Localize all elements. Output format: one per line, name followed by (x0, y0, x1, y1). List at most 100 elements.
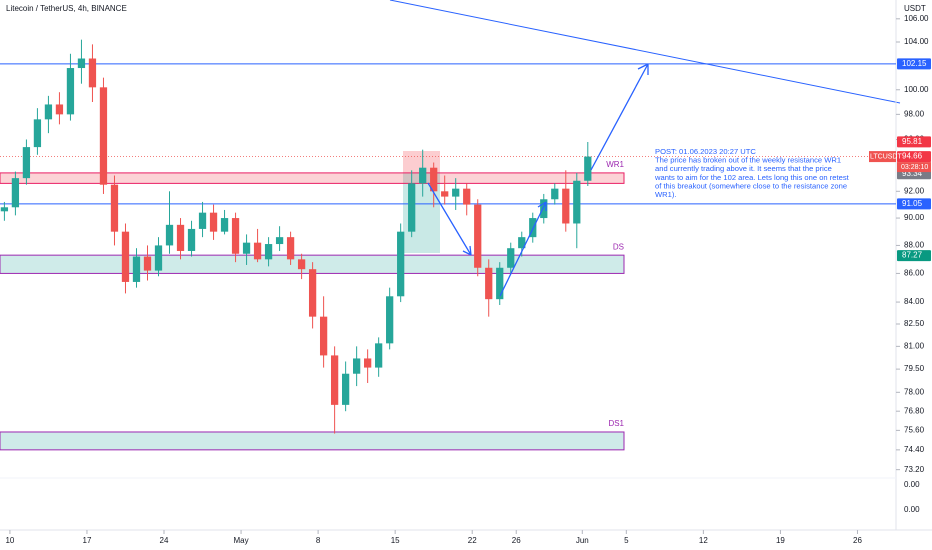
price-label: 91.05 (902, 199, 923, 208)
note-line: and currently trading above it. It seems… (655, 164, 832, 173)
candle-body (297, 259, 306, 270)
y-tick-label: 104.00 (904, 37, 929, 46)
candle-body (308, 269, 317, 317)
note-line: The price has broken out of the weekly r… (655, 156, 841, 165)
candle-body (496, 267, 504, 300)
candle-body (319, 316, 328, 356)
arrows (427, 63, 649, 297)
short-highlight (403, 151, 440, 173)
candle-body (584, 156, 592, 181)
candle-body (452, 188, 460, 197)
candle-body (220, 218, 229, 232)
price-label: 93.34 (902, 169, 923, 178)
x-tick-label: 26 (512, 536, 521, 545)
candle-body (540, 199, 548, 219)
candle-body (397, 231, 405, 297)
x-tick-label: 5 (624, 536, 629, 545)
candle-body (353, 358, 361, 374)
candle-body (209, 212, 218, 232)
candle-body (562, 188, 570, 224)
candle-body (364, 358, 372, 368)
candle-body (518, 237, 526, 249)
candle-body (375, 343, 383, 368)
candle-body (573, 180, 581, 224)
candle-body (22, 147, 31, 179)
zone-label: WR1 (606, 160, 624, 169)
y-tick-label: 84.00 (904, 297, 925, 306)
x-tick-label: 19 (776, 536, 785, 545)
y-tick-label: 90.00 (904, 213, 925, 222)
candle-body (242, 242, 251, 254)
x-tick-label: 12 (699, 536, 708, 545)
x-tick-label: 22 (468, 536, 477, 545)
y-tick-label: 82.50 (904, 319, 925, 328)
price-label-box (897, 151, 931, 163)
y-tick-label: 92.00 (904, 186, 925, 195)
candle-body (474, 204, 482, 268)
x-tick-label: 17 (83, 536, 92, 545)
candle-body (187, 228, 196, 251)
symbol-label: LTCUSDT (870, 153, 902, 160)
x-tick-label: 15 (391, 536, 400, 545)
arrow (427, 182, 472, 256)
candle-body (463, 188, 471, 205)
candle-body (231, 218, 240, 254)
candle-body (55, 104, 64, 115)
arrow (590, 63, 649, 171)
countdown-box (897, 162, 931, 173)
candle-body (198, 212, 207, 229)
price-label-box (897, 136, 931, 148)
candle-body (253, 242, 262, 260)
x-tick-label: 8 (316, 536, 321, 545)
price-label: 102.15 (902, 59, 927, 68)
y-tick-label: 74.40 (904, 445, 925, 454)
indicator-tick-label: 0.00 (904, 480, 920, 489)
candle-body (143, 256, 152, 271)
zone-label: DS1 (608, 419, 624, 428)
candle-body (33, 119, 42, 148)
candle-body (176, 224, 185, 251)
price-label: 94.66 (902, 152, 923, 161)
note-line: of this breakout (somewhere close to the… (655, 181, 847, 190)
y-tick-label: 81.00 (904, 341, 925, 350)
countdown-label: 03:28:10 (901, 164, 928, 171)
candle-body (430, 167, 438, 192)
x-tick-label: 24 (160, 536, 169, 545)
y-unit: USDT (904, 4, 926, 13)
note-line: WR1). (655, 190, 677, 199)
y-tick-label: 100.00 (904, 85, 929, 94)
y-tick-label: 98.00 (904, 109, 925, 118)
x-tick-label: 10 (5, 536, 14, 545)
y-tick-label: 76.80 (904, 406, 925, 415)
candle-body (408, 183, 416, 232)
y-tick-label: 73.20 (904, 465, 925, 474)
note-line: POST: 01.06.2023 20:27 UTC (655, 147, 756, 156)
x-tick-label: Jun (576, 536, 589, 545)
note-line: wants to aim for the 102 area. Lets long… (654, 173, 850, 182)
candle-body (485, 267, 493, 300)
price-label-box (897, 58, 931, 70)
x-tick-label: May (233, 536, 248, 545)
candle-body (341, 373, 350, 405)
chart-title: Litecoin / TetherUS, 4h, BINANCE (6, 4, 127, 13)
candle-body (66, 68, 75, 115)
candle-body (121, 231, 130, 282)
candle-body (165, 224, 174, 246)
candle-body (110, 184, 119, 232)
price-label-box (897, 250, 931, 262)
candle-body (132, 256, 141, 282)
y-tick-label: 78.00 (904, 387, 925, 396)
y-tick-label: 75.60 (904, 425, 925, 434)
candle-body (99, 87, 108, 185)
arrow (499, 201, 547, 297)
y-tick-label: 106.00 (904, 14, 929, 23)
candle-body (551, 188, 559, 200)
price-label: 87.27 (902, 251, 923, 260)
zone-label: DS (613, 242, 624, 251)
candle-body (286, 237, 295, 260)
candle-body (419, 167, 427, 184)
candle-body (330, 355, 339, 405)
candle-body (154, 245, 163, 271)
